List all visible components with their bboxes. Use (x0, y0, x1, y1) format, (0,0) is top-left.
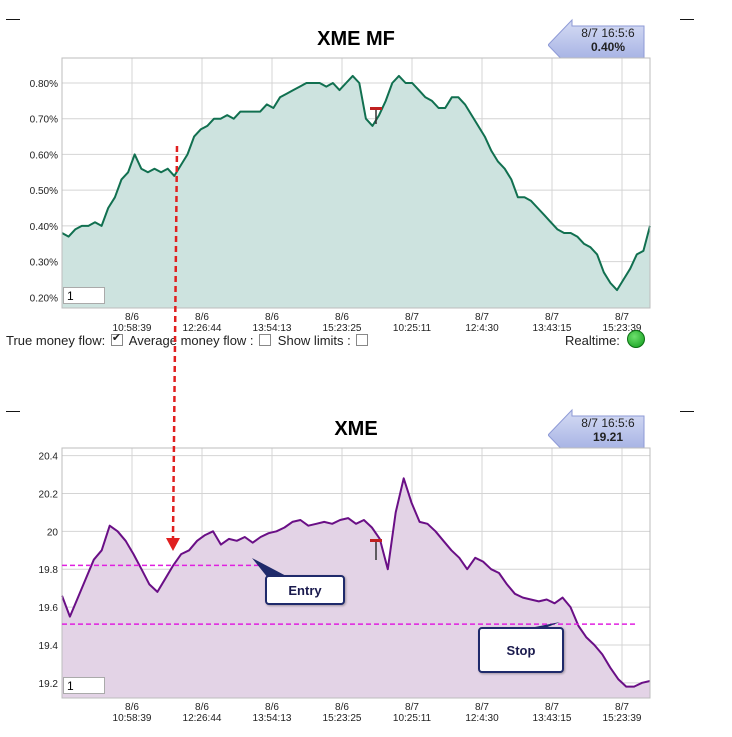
y-tick-label: 19.4 (39, 641, 59, 652)
x-tick-date: 8/7 (475, 702, 489, 713)
x-tick-date: 8/6 (125, 312, 139, 323)
average-money-flow-label: Average money flow : (128, 333, 254, 348)
entry-note: Entry (265, 575, 345, 605)
price-chart: 19.219.419.619.82020.220.48/610:58:398/6… (39, 447, 651, 724)
x-tick-date: 8/6 (335, 702, 349, 713)
x-tick-time: 13:54:13 (253, 713, 292, 724)
chart-options-bar: True money flow: Average money flow : Sh… (6, 331, 371, 348)
top-chart-title: XME MF (317, 28, 395, 50)
x-tick-time: 13:54:13 (253, 323, 292, 334)
x-tick-time: 12:26:44 (183, 323, 222, 334)
x-tick-date: 8/7 (545, 312, 559, 323)
bottom-chart-title: XME (334, 418, 378, 440)
x-tick-date: 8/7 (615, 702, 629, 713)
y-tick-label: 0.50% (30, 186, 58, 197)
realtime-status-icon[interactable] (627, 330, 645, 348)
corner-dash-top-right: — (680, 10, 694, 26)
true-money-flow-checkbox[interactable] (110, 331, 123, 346)
bottom-callout-time: 8/7 16:5:6 (581, 416, 635, 430)
bottom-callout-value: 19.21 (592, 430, 624, 444)
x-tick-time: 13:43:15 (533, 323, 572, 334)
bottom-t-marker (370, 539, 382, 560)
x-tick-date: 8/7 (615, 312, 629, 323)
y-tick-label: 19.2 (39, 679, 59, 690)
x-tick-time: 10:25:11 (393, 713, 432, 724)
x-tick-date: 8/6 (195, 312, 209, 323)
corner-dash-mid-left: — (6, 402, 20, 418)
y-tick-label: 0.70% (30, 115, 58, 126)
true-money-flow-label: True money flow: (6, 333, 106, 348)
average-money-flow-checkbox[interactable] (259, 334, 272, 346)
x-tick-time: 15:23:25 (323, 323, 362, 334)
x-tick-time: 10:58:39 (113, 713, 152, 724)
stop-note: Stop (478, 627, 564, 673)
x-tick-date: 8/7 (475, 312, 489, 323)
x-tick-time: 13:43:15 (533, 713, 572, 724)
x-tick-time: 10:25:11 (393, 323, 432, 334)
y-tick-label: 0.80% (30, 79, 58, 90)
bottom-chart-period-input[interactable]: 1 (63, 677, 105, 694)
x-tick-date: 8/7 (405, 702, 419, 713)
y-tick-label: 19.6 (39, 603, 59, 614)
x-tick-time: 15:23:39 (603, 713, 642, 724)
y-tick-label: 0.40% (30, 222, 58, 233)
x-tick-time: 15:23:39 (603, 323, 642, 334)
x-tick-date: 8/7 (545, 702, 559, 713)
y-tick-label: 0.60% (30, 150, 58, 161)
x-tick-date: 8/6 (125, 702, 139, 713)
top-t-marker (370, 107, 382, 124)
x-tick-time: 12:4:30 (465, 323, 499, 334)
series-area (62, 75, 650, 309)
series-line (61, 477, 651, 688)
x-tick-time: 10:58:39 (113, 323, 152, 334)
x-tick-date: 8/6 (195, 702, 209, 713)
x-tick-date: 8/6 (265, 702, 279, 713)
y-tick-label: 19.8 (39, 565, 59, 576)
y-tick-label: 0.30% (30, 258, 58, 269)
y-tick-label: 20.2 (39, 489, 59, 500)
x-tick-time: 12:26:44 (183, 713, 222, 724)
series-line (61, 74, 651, 292)
realtime-label: Realtime: (565, 333, 620, 348)
x-tick-date: 8/7 (405, 312, 419, 323)
y-tick-label: 20.4 (39, 452, 59, 463)
x-tick-date: 8/6 (335, 312, 349, 323)
corner-dash-top-left: — (6, 10, 20, 26)
x-tick-time: 12:4:30 (465, 713, 499, 724)
corner-dash-mid-right: — (680, 402, 694, 418)
y-tick-label: 20 (47, 527, 59, 538)
show-limits-checkbox[interactable] (356, 334, 369, 346)
top-callout-time: 8/7 16:5:6 (581, 26, 635, 40)
x-tick-time: 15:23:25 (323, 713, 362, 724)
y-tick-label: 0.20% (30, 293, 58, 304)
x-tick-date: 8/6 (265, 312, 279, 323)
top-callout-value: 0.40% (590, 40, 626, 54)
top-chart-period-input[interactable]: 1 (63, 287, 105, 304)
money-flow-chart: 0.20%0.30%0.40%0.50%0.60%0.70%0.80%8/610… (30, 57, 651, 334)
show-limits-label: Show limits : (277, 333, 351, 348)
